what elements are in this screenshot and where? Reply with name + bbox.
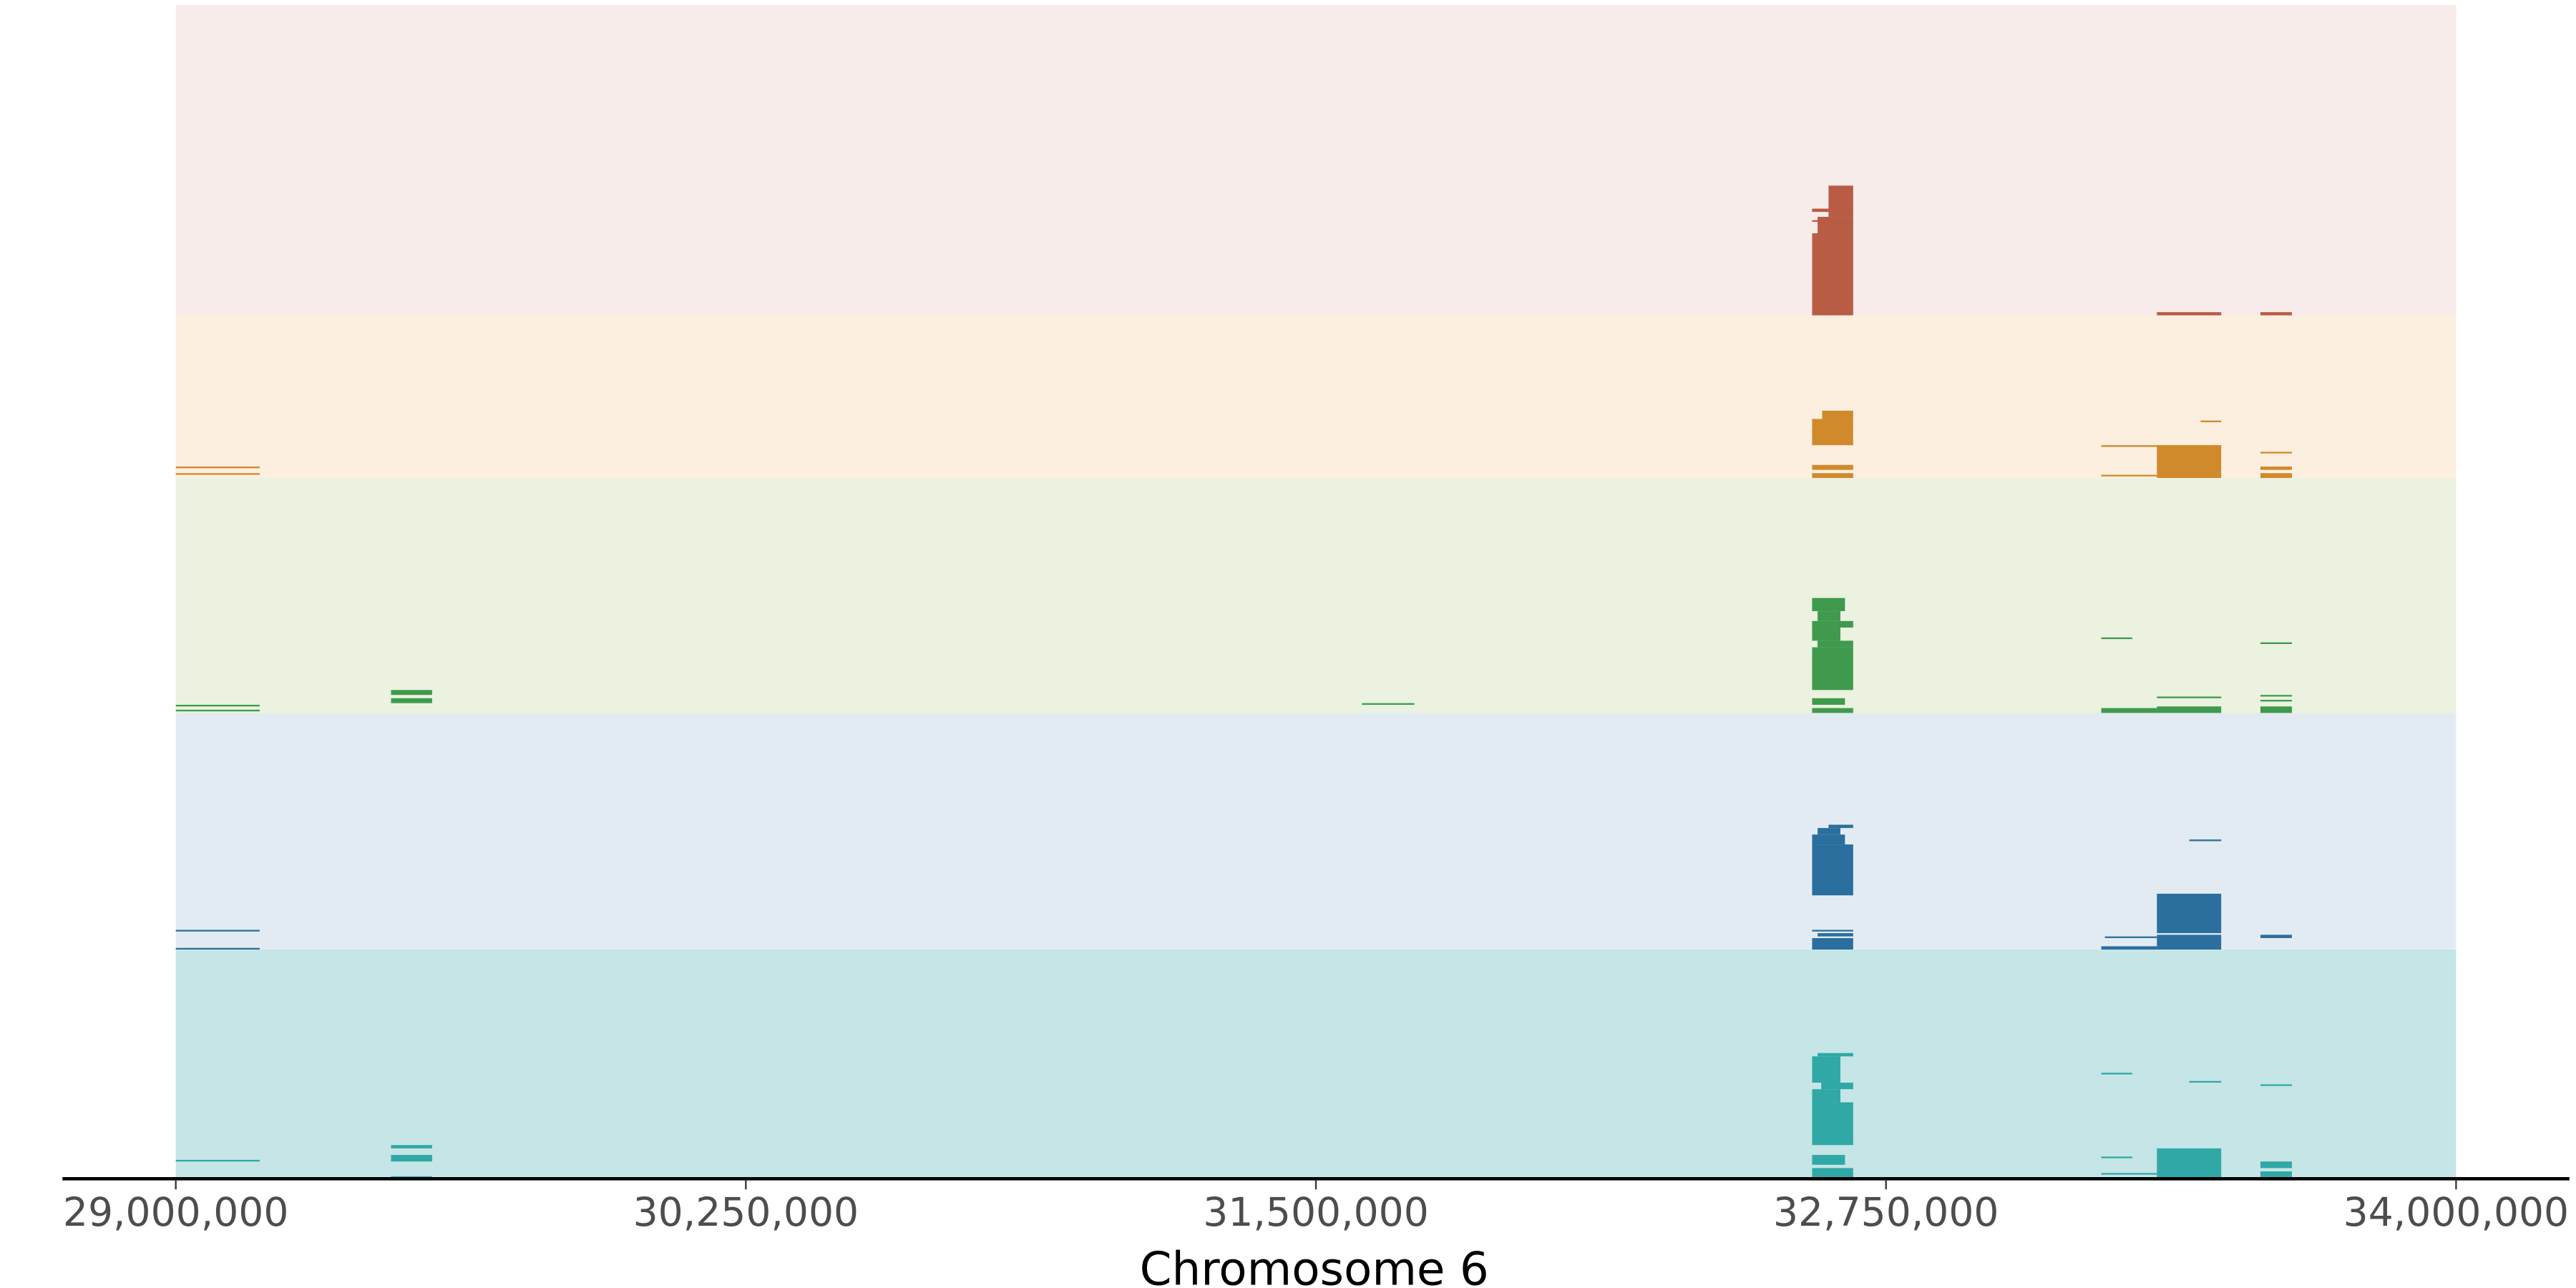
track-background-3 [175,478,2457,713]
feature-bar [2260,467,2292,470]
feature-bar [2200,420,2222,423]
x-axis-title: Chromosome 6 [1140,1242,1489,1288]
feature-bar [391,690,432,696]
feature-bar [2157,696,2222,698]
feature-bar [1812,708,1853,713]
feature-bar [1812,834,1845,845]
feature-bar [1821,1083,1853,1090]
feature-bar [1828,185,1853,218]
feature-bar [1818,828,1840,835]
feature-bar [2260,700,2292,702]
feature-bar [1812,698,1845,705]
feature-bar [2101,1173,2157,1175]
feature-bar [1822,410,1853,419]
feature-bar [1818,640,1853,648]
feature-bar [1812,473,1853,479]
feature-bar [175,709,260,712]
feature-bar [1818,217,1853,234]
feature-bar [1818,933,1853,937]
feature-bar [1812,1168,1853,1179]
feature-bar [1812,628,1840,641]
track-background-1 [175,4,2457,316]
feature-bar [2157,312,2222,316]
feature-bar [2101,1073,2132,1075]
feature-bar [175,467,260,469]
feature-bar [2101,1156,2132,1158]
feature-bar [1812,647,1853,691]
feature-bar [1812,220,1853,222]
feature-bar [2189,1080,2222,1083]
feature-bar [391,1155,432,1162]
x-tick-label: 32,750,000 [1773,1189,1999,1235]
feature-bar [1812,464,1853,470]
feature-bar [2260,1084,2292,1086]
feature-bar [391,1145,432,1148]
feature-bar [175,1159,260,1162]
feature-bar [1812,1102,1853,1146]
feature-bar [1362,703,1415,705]
x-tick-label: 31,500,000 [1203,1189,1428,1235]
feature-bar [2157,706,2222,713]
feature-bar [2104,936,2157,938]
feature-bar [2189,839,2222,841]
feature-bar [2260,1161,2292,1169]
feature-bar [2260,935,2292,938]
feature-bar [1812,620,1853,628]
feature-bar [1812,937,1853,950]
feature-bar [175,930,260,932]
track-background-4 [175,713,2457,950]
feature-bar [2260,312,2292,316]
tracks [175,4,2457,1179]
feature-bar [2157,893,2222,934]
track-background-2 [175,315,2457,479]
feature-bar [2101,708,2157,713]
feature-bar [175,473,260,475]
feature-bar [2260,473,2292,479]
feature-bar [1812,1155,1845,1165]
feature-bar [2101,946,2157,950]
feature-bar [1812,233,1853,316]
feature-bar [2260,706,2292,713]
feature-bar [1812,1056,1840,1083]
x-tick-label: 30,250,000 [633,1189,859,1235]
feature-bar [1812,930,1853,932]
feature-bar [175,704,260,707]
feature-bar [1828,824,1853,829]
x-tick-label: 34,000,000 [2343,1189,2569,1235]
feature-bar [2101,445,2222,447]
feature-bar [2157,935,2222,950]
feature-bar [2260,642,2292,644]
feature-bar [2157,445,2222,479]
feature-bar [2157,1148,2222,1179]
x-tick-label: 29,000,000 [63,1189,288,1235]
feature-bar [175,947,260,950]
feature-bar [1818,1053,1853,1057]
feature-bar [1812,597,1845,612]
feature-bar [391,698,432,703]
feature-bar [1812,1089,1840,1103]
feature-bar [2260,452,2292,454]
feature-bar [2260,695,2292,697]
feature-bar [1812,419,1853,446]
feature-bar [1812,208,1853,213]
feature-bar [2101,637,2132,640]
feature-bar [1818,611,1840,621]
feature-bar [2260,1171,2292,1179]
track-background-5 [175,950,2457,1179]
x-axis: 29,000,000 30,250,000 31,500,000 32,750,000… [62,1177,2570,1235]
feature-bar [2101,474,2157,477]
feature-bar [1812,844,1853,896]
